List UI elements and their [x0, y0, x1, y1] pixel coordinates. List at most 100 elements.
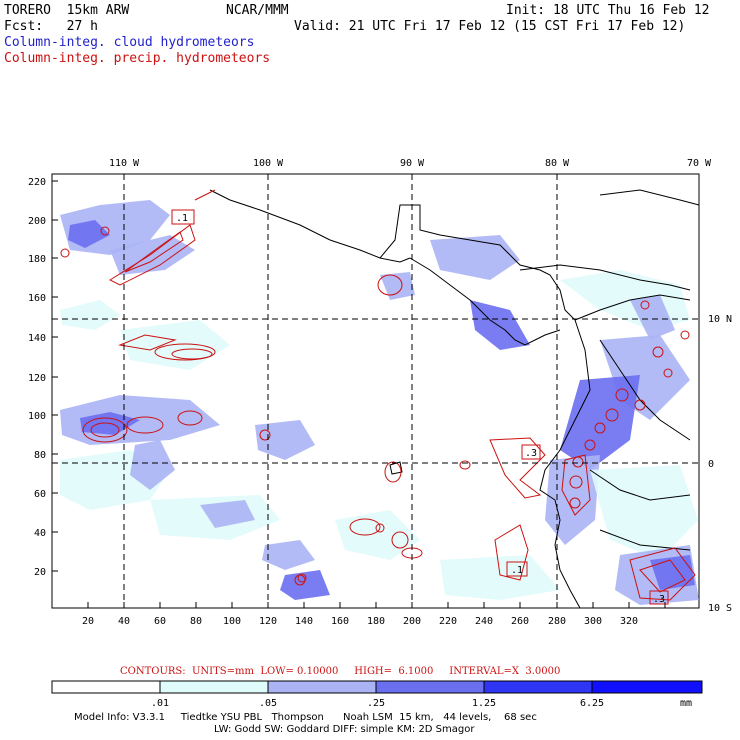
- coastline-cuba: [599, 189, 700, 206]
- cloud-blob: [280, 570, 330, 600]
- precip-contour: [375, 523, 385, 533]
- cloud-blob: [380, 272, 415, 300]
- coastline-south-america-north: [574, 294, 691, 321]
- precip-contour: [680, 330, 690, 340]
- precip-contour: [640, 300, 650, 310]
- precip-contour: [82, 417, 128, 443]
- colorbar-label: 1.25: [472, 698, 496, 709]
- precip-contour: [494, 524, 529, 581]
- cloud-blob: [120, 320, 230, 370]
- valid-time: Valid: 21 UTC Fri 17 Feb 12 (15 CST Fri …: [294, 19, 686, 34]
- x-tick-label: 160: [331, 616, 349, 627]
- top-axis-label: 70 W: [687, 158, 712, 169]
- coastline-caribbean: [519, 264, 691, 291]
- x-tick-label: 220: [439, 616, 457, 627]
- precip-box: [171, 209, 195, 225]
- x-tick-label: 320: [620, 616, 638, 627]
- cloud-blob: [130, 440, 175, 490]
- contours-info: CONTOURS: UNITS=mm LOW= 0.10000 HIGH= 6.…: [120, 666, 561, 677]
- y-tick-label: 20: [34, 567, 46, 578]
- field-cloud-title: Column-integ. cloud hydrometeors: [4, 35, 255, 50]
- precip-contour: [594, 422, 606, 434]
- colorbar-label: .01: [151, 698, 169, 709]
- x-tick-label: 260: [511, 616, 529, 627]
- coastline-yucatan: [379, 204, 576, 321]
- precip-contour: [377, 274, 403, 296]
- precip-contour: [629, 547, 696, 601]
- model-info: Model Info: V3.3.1 Tiedtke YSU PBL Thomp…: [74, 712, 537, 723]
- x-tick-label: 200: [403, 616, 421, 627]
- precip-box: [649, 590, 669, 605]
- precip-contour: [177, 410, 203, 426]
- precip-contour: [634, 399, 646, 411]
- lat-lon-grid: [52, 174, 699, 608]
- x-tick-label: 100: [223, 616, 241, 627]
- precip-contour: [489, 437, 546, 499]
- coastline-central-america: [409, 257, 561, 346]
- colorbar-label: 6.25: [580, 698, 604, 709]
- x-tick-label: 280: [548, 616, 566, 627]
- precip-contour: [108, 224, 196, 286]
- precip-contour: [60, 248, 70, 258]
- y-tick-label: 100: [28, 411, 46, 422]
- right-axis-label: 10 N: [708, 314, 732, 325]
- precip-contour: [294, 574, 306, 586]
- precip-contour: [584, 439, 596, 451]
- x-tick-label: 300: [584, 616, 602, 627]
- precip-contour: [100, 226, 110, 236]
- y-tick-label: 40: [34, 528, 46, 539]
- cloud-blob: [200, 500, 255, 528]
- colorbar-segment: [483, 680, 593, 694]
- cloud-blob: [440, 555, 560, 600]
- y-tick-label: 180: [28, 254, 46, 265]
- y-tick-label: 140: [28, 333, 46, 344]
- precip-box-label: .1: [176, 213, 188, 224]
- colorbar-segment: [51, 680, 161, 694]
- border-peru: [589, 469, 691, 501]
- precip-contour: [259, 429, 271, 441]
- y-tick-label: 220: [28, 177, 46, 188]
- x-tick-label: 20: [82, 616, 94, 627]
- colorbar-segment: [159, 680, 269, 694]
- center-label: NCAR/MMM: [226, 3, 289, 18]
- cloud-blob: [255, 420, 315, 460]
- precip-box-label: .3: [653, 594, 665, 605]
- y-tick-label: 120: [28, 373, 46, 384]
- cloud-blob: [60, 300, 120, 330]
- precip-contour: [459, 460, 471, 470]
- x-tick-label: 240: [475, 616, 493, 627]
- x-tick-label: 60: [154, 616, 166, 627]
- precip-contour: [652, 346, 664, 358]
- precip-contour: [126, 416, 164, 434]
- precip-contour: [663, 368, 673, 378]
- cloud-blob: [262, 540, 315, 570]
- precip-contour: [391, 531, 409, 549]
- cloud-blob: [545, 455, 600, 545]
- precip-contour: [171, 348, 213, 360]
- precip-contour: [572, 456, 584, 468]
- precip-contour: [349, 518, 381, 536]
- precip-contour: [639, 559, 686, 593]
- precip-contour: [569, 497, 581, 509]
- cloud-blob: [470, 300, 530, 350]
- init-time: Init: 18 UTC Thu 16 Feb 12: [506, 3, 710, 18]
- colorbar-label: .25: [367, 698, 385, 709]
- precip-contour: [90, 422, 120, 438]
- right-axis-label: 10 S: [708, 603, 732, 614]
- precip-box: [521, 444, 541, 460]
- precip-box-label: .1: [511, 565, 523, 576]
- colorbar-unit: mm: [680, 698, 692, 709]
- cloud-blob: [110, 235, 195, 275]
- x-tick-label: 180: [367, 616, 385, 627]
- top-axis-label: 90 W: [400, 158, 425, 169]
- x-tick-label: 40: [118, 616, 130, 627]
- top-axis-label: 100 W: [253, 158, 284, 169]
- field-precip-title: Column-integ. precip. hydrometeors: [4, 51, 271, 66]
- axis-ticks: [52, 180, 666, 608]
- physics-info: LW: Godd SW: Goddard DIFF: simple KM: 2D…: [214, 724, 475, 735]
- cloud-blob: [68, 220, 110, 248]
- coastline-mexico: [209, 189, 411, 263]
- model-label: TORERO 15km ARW: [4, 3, 130, 18]
- y-tick-label: 160: [28, 293, 46, 304]
- top-axis-label: 110 W: [109, 158, 140, 169]
